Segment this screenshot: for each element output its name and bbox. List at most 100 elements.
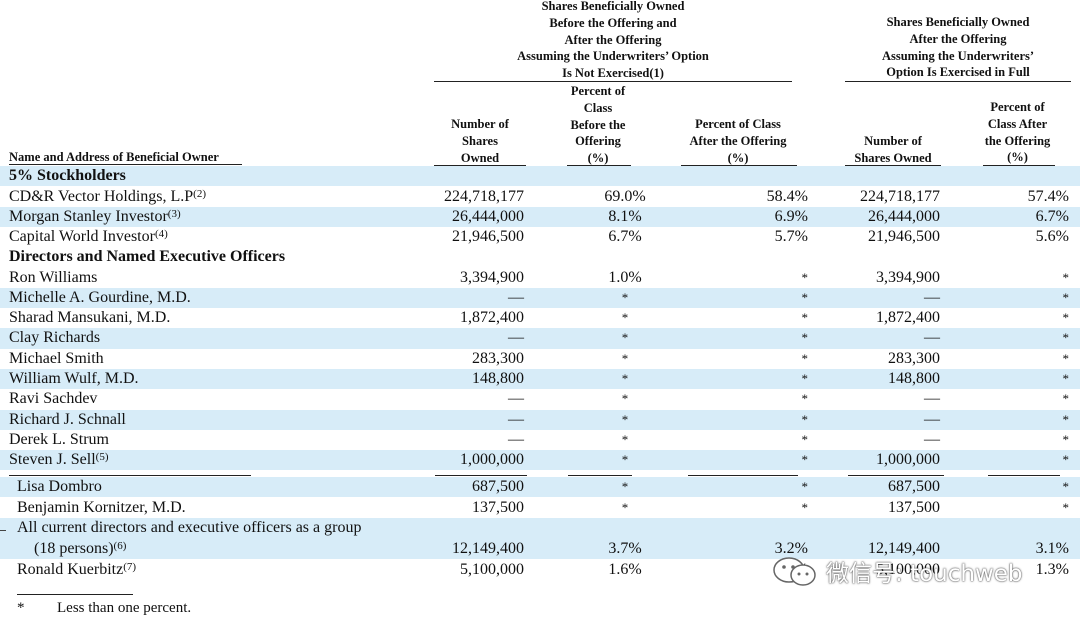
cell-shares: — bbox=[508, 329, 524, 347]
cell-shares: — bbox=[508, 430, 524, 448]
footnote-mark: * bbox=[17, 600, 25, 616]
cell-pct-after: 6.9% bbox=[774, 207, 808, 225]
footnote-text: Less than one percent. bbox=[57, 600, 192, 616]
cell-shares-full: 21,946,500 bbox=[868, 228, 940, 246]
cell-shares-full: 1,872,400 bbox=[876, 309, 940, 327]
header-line: Assuming the Underwriters’ bbox=[881, 48, 1035, 63]
header-group-exercised: Shares Beneficially Owned After the Offe… bbox=[845, 14, 1071, 81]
cell-pct-after: * bbox=[801, 391, 809, 407]
owner-name: Benjamin Kornitzer, M.D. bbox=[17, 498, 186, 516]
footnote-ref: (4) bbox=[154, 228, 168, 241]
header-line: Percent of Class bbox=[695, 117, 781, 131]
group-row: All current directors and executive offi… bbox=[0, 518, 1080, 559]
table-row: Sharad Mansukani, M.D. 1,872,400 * * 1,872,4… bbox=[0, 308, 1080, 328]
column-rule bbox=[567, 165, 631, 166]
left-dash-mark bbox=[0, 530, 6, 531]
header-line: Is Not Exercised(1) bbox=[562, 66, 664, 81]
footnote-ref: (2) bbox=[193, 187, 206, 200]
cell-pct-full: 6.7% bbox=[1035, 207, 1069, 225]
cell-pct-before: * bbox=[621, 330, 629, 346]
table-row: Benjamin Kornitzer, M.D. 137,500 * * 137,500… bbox=[0, 498, 1080, 518]
section-title: Directors and Named Executive Officers bbox=[9, 248, 286, 265]
table-row: Morgan Stanley Investor(3) 26,444,000 8.1%… bbox=[0, 206, 1080, 228]
header-name-text: Name and Address of Beneficial Owner bbox=[9, 150, 219, 164]
cell-shares-full: — bbox=[924, 390, 940, 408]
cell-shares: — bbox=[508, 390, 524, 408]
cell-pct-before: * bbox=[621, 499, 629, 515]
header-line: Assuming the Underwriters’ Option bbox=[517, 49, 709, 64]
header-line: Percent of bbox=[990, 100, 1045, 114]
watermark-text: 微信号: touchweb bbox=[826, 561, 1023, 587]
header-line: Offering bbox=[575, 134, 621, 149]
header-line: (%) bbox=[727, 150, 749, 165]
header-line: Owned bbox=[460, 150, 500, 165]
cell-shares: 1,000,000 bbox=[460, 451, 524, 469]
table-row: Steven J. Sell(5) 1,000,000 * * 1,000,000 * bbox=[0, 450, 1080, 471]
cell-shares: 1,872,400 bbox=[460, 309, 524, 327]
cell-name: Ronald Kuerbitz(7) bbox=[17, 560, 136, 580]
cell-pct-full: * bbox=[1062, 289, 1070, 305]
table-row: Lisa Dombro 687,500 * * 687,500 * bbox=[0, 477, 1080, 498]
cell-pct-full: * bbox=[1062, 452, 1070, 468]
header-line: Before the bbox=[570, 117, 626, 132]
column-header-number-of-shares: Number of Shares Owned bbox=[434, 116, 526, 166]
cell-pct-after: 58.4% bbox=[766, 187, 808, 205]
cell-pct-full: * bbox=[1062, 371, 1070, 386]
separator-rule bbox=[9, 475, 251, 476]
cell-pct-before: 1.0% bbox=[608, 268, 642, 286]
cell-pct-before: 1.6% bbox=[608, 561, 642, 578]
header-line: Before the Offering and bbox=[549, 15, 677, 30]
cell-pct-before: * bbox=[621, 452, 629, 468]
cell-pct-after: * bbox=[801, 411, 809, 427]
header-line: Percent of bbox=[570, 84, 626, 98]
owner-name: Lisa Dombro bbox=[17, 478, 102, 495]
cell-pct-before: * bbox=[621, 310, 629, 326]
footnote: * Less than one percent. bbox=[17, 598, 191, 618]
header-line: Shares Owned bbox=[854, 150, 932, 165]
table-row: Clay Richards — * * — * bbox=[0, 328, 1080, 349]
table-row: Richard J. Schnall — * * — * bbox=[0, 409, 1080, 430]
cell-shares: 12,149,400 bbox=[452, 539, 524, 557]
section-row: 5% Stockholders bbox=[0, 166, 1080, 187]
cell-pct-before: 3.7% bbox=[608, 539, 642, 557]
section-row: Directors and Named Executive Officers bbox=[0, 247, 1080, 267]
cell-name: Capital World Investor(4) bbox=[9, 227, 168, 247]
cell-pct-before: * bbox=[621, 411, 629, 427]
column-rule bbox=[434, 165, 526, 166]
cell-pct-before: * bbox=[621, 350, 629, 366]
cell-shares-full: 687,500 bbox=[888, 478, 940, 495]
table-row: Capital World Investor(4) 21,946,500 6.7% 5… bbox=[0, 227, 1080, 247]
cell-shares-full: — bbox=[924, 410, 940, 428]
cell-pct-full: 3.1% bbox=[1035, 539, 1069, 557]
footnote-ref: (6) bbox=[113, 539, 127, 552]
owner-name: Ronald Kuerbitz bbox=[17, 561, 124, 578]
cell-shares-full: 1,000,000 bbox=[876, 451, 940, 469]
table-row: Ron Williams 3,394,900 1.0% * 3,394,900 * bbox=[0, 268, 1080, 288]
cell-shares: 21,946,500 bbox=[452, 228, 524, 246]
separator-rule bbox=[688, 475, 798, 476]
cell-pct-after: * bbox=[801, 452, 809, 468]
table-row: William Wulf, M.D. 148,800 * * 148,800 * bbox=[0, 369, 1080, 390]
cell-pct-after: * bbox=[801, 269, 809, 285]
footnote-ref: (3) bbox=[167, 207, 181, 220]
header-group-not-exercised: Shares Beneficially Owned Before the Off… bbox=[434, 0, 792, 82]
cell-pct-after: * bbox=[801, 479, 809, 494]
cell-shares-full: 5,100,000 bbox=[876, 561, 940, 578]
cell-pct-full: * bbox=[1062, 411, 1070, 427]
section-title: 5% Stockholders bbox=[9, 167, 126, 184]
cell-shares-full: 3,394,900 bbox=[876, 268, 940, 286]
cell-pct-full: * bbox=[1062, 499, 1070, 515]
header-line: Shares Beneficially Owned bbox=[541, 0, 685, 13]
header-line: Shares bbox=[462, 133, 498, 148]
owner-name: Morgan Stanley Investor bbox=[9, 207, 168, 225]
cell-name: CD&R Vector Holdings, L.P(2) bbox=[9, 187, 206, 207]
separator-rule bbox=[988, 475, 1060, 476]
owner-name: Michelle A. Gourdine, M.D. bbox=[9, 288, 191, 306]
cell-shares: 5,100,000 bbox=[460, 561, 524, 578]
cell-pct-before: 69.0% bbox=[604, 187, 646, 205]
cell-name: Steven J. Sell(5) bbox=[9, 450, 109, 470]
table-row: Ravi Sachdev — * * — * bbox=[0, 389, 1080, 409]
cell-pct-after: * bbox=[801, 431, 809, 447]
cell-pct-full: 1.3% bbox=[1035, 561, 1069, 578]
cell-pct-full: 5.6% bbox=[1035, 228, 1069, 246]
